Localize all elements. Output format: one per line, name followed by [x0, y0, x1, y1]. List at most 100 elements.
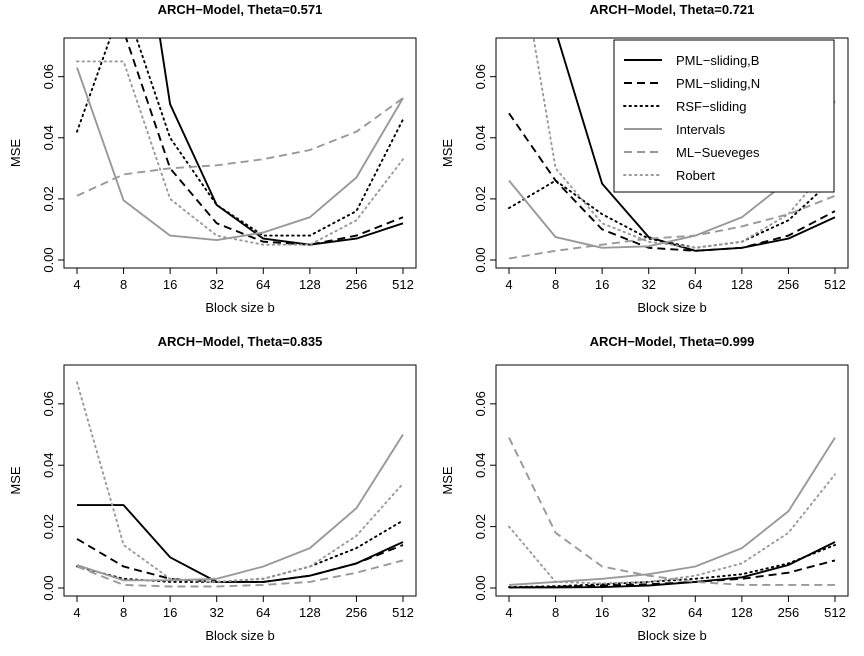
- x-tick-label: 32: [209, 277, 223, 292]
- x-axis-label: Block size b: [205, 300, 274, 315]
- series-line-6: [532, 38, 836, 249]
- x-axis-label: Block size b: [205, 628, 274, 643]
- x-tick-label: 512: [824, 605, 846, 620]
- series-group: [508, 437, 836, 589]
- series-line-5: [76, 97, 404, 197]
- x-tick-label: 64: [256, 605, 270, 620]
- plot-frame: [63, 37, 417, 269]
- x-tick-label: 128: [731, 605, 753, 620]
- plot-frame: [495, 364, 849, 597]
- legend-entry-label: RSF−sliding: [676, 99, 746, 114]
- chart-panel-2: ARCH−Model, Theta=0.721 4 8 16 32 64 128 256 512…: [440, 2, 849, 315]
- x-tick-label: 64: [688, 605, 702, 620]
- chart-panel-3: ARCH−Model, Theta=0.835 4 8 16 32 64 128 256 512…: [8, 334, 417, 643]
- x-tick-label: 8: [552, 605, 559, 620]
- x-tick-label: 8: [120, 605, 127, 620]
- legend: PML−sliding,B PML−sliding,N RSF−sliding Int…: [613, 39, 835, 193]
- x-tick-label: 4: [505, 605, 512, 620]
- x-axis-label: Block size b: [637, 300, 706, 315]
- x-tick-label: 32: [641, 277, 655, 292]
- x-tick-label: 128: [299, 277, 321, 292]
- y-tick-label: 0.02: [41, 186, 56, 211]
- legend-entry-label: Robert: [676, 168, 715, 183]
- y-axis-label: MSE: [8, 139, 23, 168]
- y-tick-label: 0.06: [41, 64, 56, 89]
- series-line-2: [76, 538, 404, 583]
- y-tick-label: 0.02: [473, 514, 488, 539]
- x-tick-label: 128: [299, 605, 321, 620]
- chart-title: ARCH−Model, Theta=0.999: [590, 334, 755, 349]
- chart-title: ARCH−Model, Theta=0.721: [590, 2, 755, 17]
- x-tick-label: 512: [392, 277, 414, 292]
- y-tick-label: 0.04: [473, 125, 488, 150]
- series-line-6: [76, 60, 404, 246]
- x-tick-label: 64: [688, 277, 702, 292]
- x-tick-label: 16: [163, 277, 177, 292]
- series-line-4: [508, 437, 836, 586]
- x-tick-label: 256: [346, 605, 368, 620]
- y-tick-label: 0.06: [473, 64, 488, 89]
- y-tick-label: 0.06: [473, 391, 488, 416]
- series-line-2: [125, 38, 404, 246]
- chart-title: ARCH−Model, Theta=0.571: [158, 2, 323, 17]
- chart-panel-4: ARCH−Model, Theta=0.999 4 8 16 32 64 128 256 512…: [440, 334, 849, 643]
- x-tick-label: 4: [73, 605, 80, 620]
- y-axis-label: MSE: [8, 466, 23, 495]
- legend-entry-label: ML−Sueveges: [676, 145, 760, 160]
- series-line-3: [508, 544, 836, 589]
- legend-entry-label: PML−sliding,N: [676, 76, 760, 91]
- y-tick-label: 0.02: [473, 186, 488, 211]
- y-tick-label: 0.00: [473, 247, 488, 272]
- x-tick-label: 16: [163, 605, 177, 620]
- series-line-4: [76, 67, 404, 242]
- series-line-4: [76, 433, 404, 582]
- x-tick-label: 512: [824, 277, 846, 292]
- x-axis-label: Block size b: [637, 628, 706, 643]
- x-tick-label: 16: [595, 605, 609, 620]
- y-axis-label: MSE: [440, 466, 455, 495]
- plot-frame: [63, 364, 417, 597]
- y-tick-label: 0.04: [41, 453, 56, 478]
- series-group: [76, 381, 404, 588]
- x-tick-label: 64: [256, 277, 270, 292]
- plot-frame: [495, 37, 849, 269]
- y-tick-label: 0.06: [41, 391, 56, 416]
- series-line-3: [508, 176, 836, 249]
- legend-entry-label: PML−sliding,B: [676, 53, 759, 68]
- series-line-1: [158, 38, 404, 246]
- y-tick-label: 0.02: [41, 514, 56, 539]
- legend-entry-label: Intervals: [676, 122, 726, 137]
- x-tick-label: 256: [778, 605, 800, 620]
- x-tick-label: 8: [552, 277, 559, 292]
- x-tick-label: 4: [505, 277, 512, 292]
- series-line-6: [508, 473, 836, 585]
- series-line-6: [76, 381, 404, 583]
- y-tick-label: 0.00: [41, 575, 56, 600]
- series-line-5: [76, 559, 404, 588]
- legend-box: [613, 39, 835, 193]
- x-tick-label: 128: [731, 277, 753, 292]
- y-tick-label: 0.04: [41, 125, 56, 150]
- y-tick-label: 0.04: [473, 453, 488, 478]
- series-line-2: [508, 112, 836, 252]
- series-line-5: [508, 437, 835, 586]
- x-tick-label: 8: [120, 277, 127, 292]
- series-line-5: [508, 194, 836, 260]
- x-tick-label: 32: [641, 605, 655, 620]
- chart-title: ARCH−Model, Theta=0.835: [158, 334, 323, 349]
- chart-panel-1: ARCH−Model, Theta=0.571 4 8 16 32 64 128 256 512…: [8, 2, 417, 315]
- series-group: [76, 38, 404, 246]
- y-axis-label: MSE: [440, 139, 455, 168]
- y-tick-label: 0.00: [41, 247, 56, 272]
- series-line-1: [77, 504, 404, 583]
- x-tick-label: 32: [209, 605, 223, 620]
- x-tick-label: 256: [346, 277, 368, 292]
- x-tick-label: 16: [595, 277, 609, 292]
- x-tick-label: 4: [73, 277, 80, 292]
- series-line-1: [509, 541, 836, 589]
- series-line-3: [76, 38, 404, 237]
- series-line-2: [508, 559, 836, 589]
- y-tick-label: 0.00: [473, 575, 488, 600]
- x-tick-label: 256: [778, 277, 800, 292]
